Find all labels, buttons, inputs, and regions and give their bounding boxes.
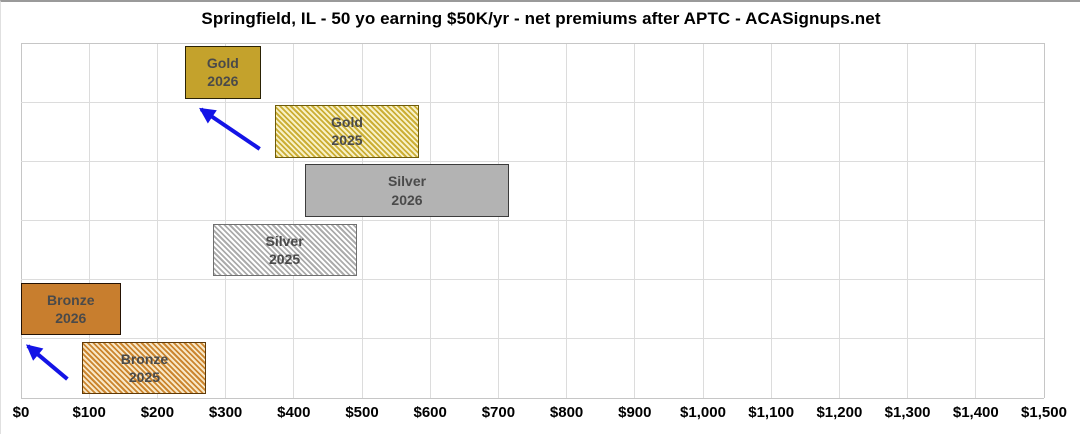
vertical-gridline (1043, 43, 1045, 398)
x-tick-label: $1,200 (816, 404, 863, 421)
x-tick-label: $1,100 (748, 404, 795, 421)
bar-bronze-2025: Bronze 2025 (82, 341, 207, 395)
bar-bronze-2026: Bronze 2026 (21, 282, 121, 336)
x-tick-label: $0 (12, 404, 30, 421)
bar-label-tier: Bronze (120, 350, 169, 367)
x-tick-label: $1,500 (1021, 404, 1067, 421)
x-tick-label: $300 (208, 404, 243, 421)
bar-label-year: 2026 (391, 191, 423, 208)
x-tick-label: $400 (277, 404, 311, 421)
horizontal-gridline (21, 160, 1044, 162)
bar-label-tier: Silver (265, 232, 304, 249)
x-tick-label: $1,400 (952, 404, 999, 421)
bar-label-year: 2026 (207, 73, 239, 90)
horizontal-gridline (21, 338, 1044, 340)
bar-label-tier: Bronze (47, 291, 95, 308)
horizontal-gridline (21, 220, 1044, 221)
bar-label-year: 2025 (128, 369, 160, 386)
x-tick-label: $1,300 (884, 404, 931, 421)
x-tick-label: $700 (481, 404, 516, 421)
bar-label-year: 2025 (269, 250, 301, 267)
x-tick-label: $900 (618, 404, 652, 421)
x-axis: $0 $100 $200 $300 $400 $500 $600 $700 $800 $900 $1… (1, 404, 1080, 430)
bar-gold-2025: Gold 2025 (275, 105, 419, 158)
plot-area: Gold 2026 Gold 2025 Silver 2026 Silver 2025 Bron… (20, 42, 1045, 399)
horizontal-gridline (21, 42, 1044, 44)
horizontal-gridline (21, 101, 1044, 103)
horizontal-gridline (21, 397, 1044, 399)
bar-silver-2026: Silver 2026 (305, 164, 509, 217)
x-tick-label: $500 (345, 404, 379, 421)
bar-label-tier: Silver (387, 173, 427, 190)
bar-label-year: 2026 (55, 309, 87, 326)
bar-label-tier: Gold (331, 114, 363, 131)
x-tick-label: $200 (140, 404, 175, 421)
chart-title: Springfield, IL - 50 yo earning $50K/yr … (201, 9, 881, 28)
x-tick-label: $600 (413, 404, 447, 421)
x-tick-label: $100 (72, 404, 106, 421)
horizontal-gridline (21, 279, 1044, 281)
bar-label-year: 2025 (331, 132, 363, 149)
x-tick-label: $800 (549, 404, 584, 421)
bar-silver-2025: Silver 2025 (212, 223, 357, 277)
bar-gold-2026: Gold 2026 (184, 46, 262, 99)
bar-label-tier: Gold (206, 55, 239, 72)
x-tick-label: $1,000 (680, 404, 726, 421)
